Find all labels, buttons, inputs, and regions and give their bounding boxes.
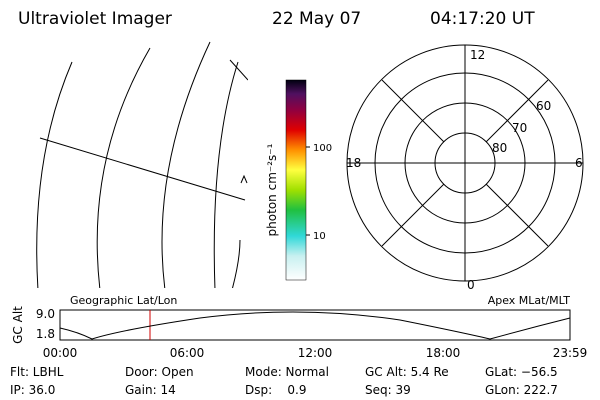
colorbar-tick: 100 <box>313 143 332 154</box>
status-field: Dsp: 0.9 <box>245 383 307 397</box>
status-field: Flt: LBHL <box>10 365 64 379</box>
status-field: Seq: 39 <box>365 383 411 397</box>
y-axis-label: GC Alt <box>11 306 25 344</box>
panel-label: Apex MLat/MLT <box>488 294 571 307</box>
mlt-label: 12 <box>470 48 485 62</box>
polar-grid <box>346 44 584 282</box>
x-tick-label: 00:00 <box>43 346 78 360</box>
mlt-label: 18 <box>346 156 361 170</box>
altitude-curve <box>59 311 571 340</box>
x-tick-label: 06:00 <box>170 346 205 360</box>
lat-label: 80 <box>492 141 507 155</box>
mlt-label: 6 <box>575 156 583 170</box>
x-tick-label: 12:00 <box>298 346 333 360</box>
altitude-plot <box>59 309 571 341</box>
y-tick-label: 9.0 <box>36 307 55 321</box>
time: 04:17:20 UT <box>430 9 535 29</box>
status-field: Gain: 14 <box>125 383 176 397</box>
status-field: GLat: −56.5 <box>485 365 558 379</box>
lat-label: 60 <box>536 99 551 113</box>
colorbar <box>285 79 307 281</box>
x-tick-label: 18:00 <box>426 346 461 360</box>
colorbar-tick: 10 <box>313 231 326 242</box>
lat-label: 70 <box>512 121 527 135</box>
geo-map <box>36 41 248 288</box>
panel-label: Geographic Lat/Lon <box>70 294 177 307</box>
mlt-label: 0 <box>467 278 475 292</box>
y-tick-label: 1.8 <box>36 327 55 341</box>
status-field: Door: Open <box>125 365 194 379</box>
status-field: GC Alt: 5.4 Re <box>365 365 449 379</box>
status-field: IP: 36.0 <box>10 383 55 397</box>
status-field: GLon: 222.7 <box>485 383 558 397</box>
footer: Flt: LBHL Door: Open Mode: Normal GC Alt: 5… <box>10 365 558 397</box>
x-tick-label: 23:59 <box>553 346 588 360</box>
status-field: Mode: Normal <box>245 365 329 379</box>
title: Ultraviolet Imager <box>18 9 172 29</box>
colorbar-label: photon cm⁻²s⁻¹ <box>265 143 279 236</box>
date: 22 May 07 <box>272 9 361 29</box>
